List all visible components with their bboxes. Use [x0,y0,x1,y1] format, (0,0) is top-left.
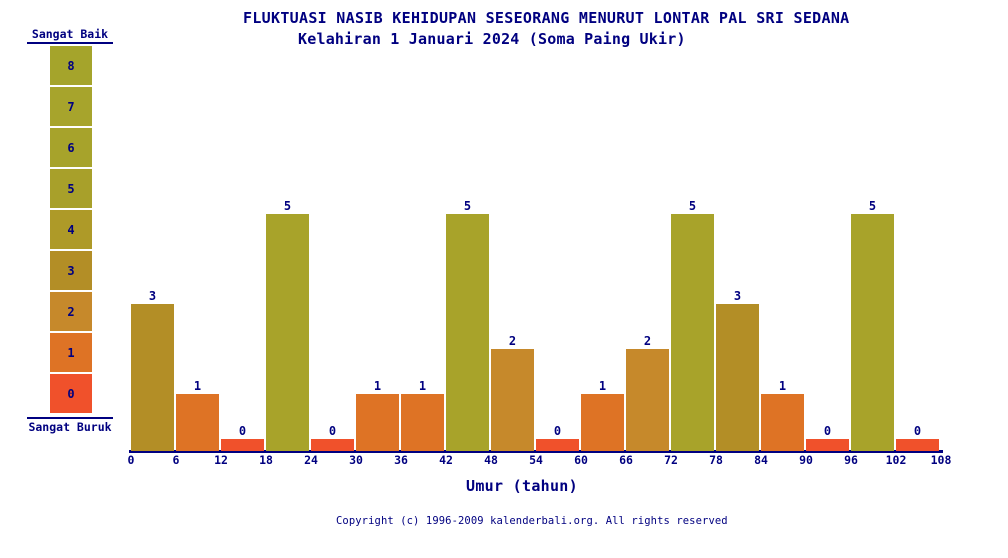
bar-value-label-30-36: 1 [373,379,382,393]
bar-value-label-42-48: 5 [463,199,472,213]
bar-value-label-6-12: 1 [193,379,202,393]
bar-value-label-54-60: 0 [553,424,562,438]
x-tick-54: 54 [529,453,543,467]
x-axis-line [129,450,943,453]
bar-age-90-96 [806,439,849,451]
legend-box-0: 0 [50,374,92,413]
x-tick-72: 72 [664,453,678,467]
x-tick-84: 84 [754,453,768,467]
copyright-text: Copyright (c) 1996-2009 kalenderbali.org… [336,515,728,527]
bar-value-label-36-42: 1 [418,379,427,393]
legend-box-8: 8 [50,46,92,85]
bar-age-18-24 [266,214,309,451]
x-tick-6: 6 [172,453,180,467]
x-tick-42: 42 [439,453,453,467]
bar-age-54-60 [536,439,579,451]
bar-age-6-12 [176,394,219,451]
legend-best-label: Sangat Baik [27,27,113,44]
bar-age-96-102 [851,214,894,451]
bar-value-label-96-102: 5 [868,199,877,213]
x-tick-30: 30 [349,453,363,467]
x-tick-102: 102 [885,453,907,467]
bar-age-48-54 [491,349,534,451]
x-tick-66: 66 [619,453,633,467]
legend-worst-label: Sangat Buruk [27,417,113,435]
x-tick-12: 12 [214,453,228,467]
bar-age-72-78 [671,214,714,451]
bar-value-label-84-90: 1 [778,379,787,393]
bar-value-label-12-18: 0 [238,424,247,438]
x-tick-60: 60 [574,453,588,467]
legend-box-2: 2 [50,292,92,331]
bar-value-label-48-54: 2 [508,334,517,348]
bar-age-78-84 [716,304,759,451]
bar-age-42-48 [446,214,489,451]
bar-age-12-18 [221,439,264,451]
bar-age-84-90 [761,394,804,451]
bar-value-label-102-108: 0 [913,424,922,438]
bar-value-label-0-6: 3 [148,289,157,303]
bar-value-label-60-66: 1 [598,379,607,393]
x-tick-36: 36 [394,453,408,467]
legend-box-4: 4 [50,210,92,249]
x-tick-96: 96 [844,453,858,467]
bar-value-label-78-84: 3 [733,289,742,303]
bar-value-label-66-72: 2 [643,334,652,348]
chart-subtitle: Kelahiran 1 Januari 2024 (Soma Paing Uki… [298,30,686,48]
x-tick-108: 108 [930,453,952,467]
x-axis-title: Umur (tahun) [466,477,578,495]
x-tick-0: 0 [127,453,135,467]
bar-age-66-72 [626,349,669,451]
x-tick-78: 78 [709,453,723,467]
chart-title: FLUKTUASI NASIB KEHIDUPAN SESEORANG MENU… [243,9,850,27]
legend-box-6: 6 [50,128,92,167]
bar-value-label-90-96: 0 [823,424,832,438]
legend-box-1: 1 [50,333,92,372]
bar-value-label-18-24: 5 [283,199,292,213]
bar-age-36-42 [401,394,444,451]
bar-age-60-66 [581,394,624,451]
x-tick-90: 90 [799,453,813,467]
bar-value-label-24-30: 0 [328,424,337,438]
x-tick-48: 48 [484,453,498,467]
legend-box-3: 3 [50,251,92,290]
bar-value-label-72-78: 5 [688,199,697,213]
bar-age-30-36 [356,394,399,451]
legend-box-5: 5 [50,169,92,208]
bar-age-24-30 [311,439,354,451]
bar-age-102-108 [896,439,939,451]
x-tick-18: 18 [259,453,273,467]
bar-age-0-6 [131,304,174,451]
x-tick-24: 24 [304,453,318,467]
legend-box-7: 7 [50,87,92,126]
